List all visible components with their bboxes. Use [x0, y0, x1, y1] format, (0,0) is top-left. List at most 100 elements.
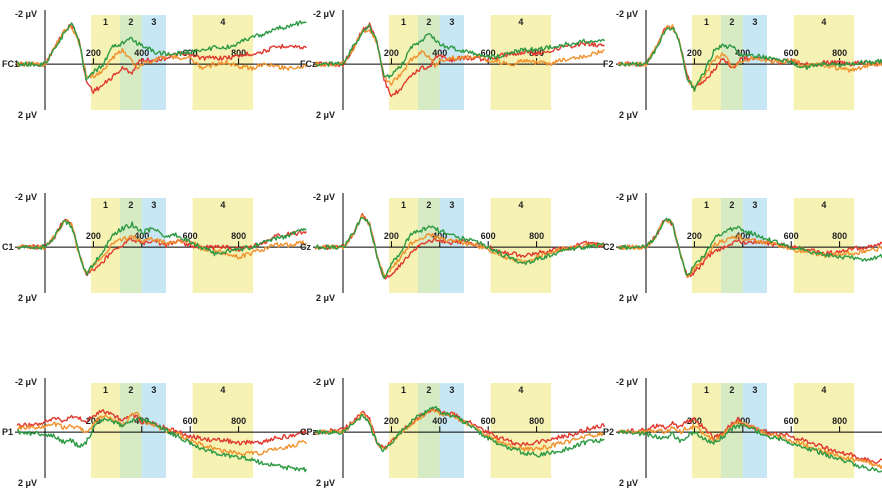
- window-3-label: 3: [752, 200, 757, 210]
- series-3-line: [314, 217, 606, 279]
- x-tick-label: 800: [529, 231, 544, 241]
- window-4-label: 4: [821, 200, 826, 210]
- window-2-shade: [120, 15, 142, 110]
- panel-cz: 1 2 3 4 200 400 600 800 -2 μV 2 μV Cz: [300, 192, 606, 303]
- window-1-label: 1: [401, 17, 406, 27]
- window-3-shade: [141, 383, 166, 478]
- y-bottom-label: 2 μV: [18, 478, 37, 488]
- window-4-label: 4: [821, 17, 826, 27]
- series-3-line: [16, 219, 307, 276]
- x-tick-label: 200: [384, 48, 399, 58]
- x-tick-label: 200: [86, 416, 101, 426]
- window-1-shade: [90, 383, 121, 478]
- series-3-line: [617, 423, 882, 473]
- x-tick-label: 400: [735, 48, 750, 58]
- window-4-shade: [490, 15, 552, 110]
- x-tick-label: 800: [529, 416, 544, 426]
- window-3-label: 3: [752, 17, 757, 27]
- x-tick-label: 800: [832, 231, 847, 241]
- window-4-label: 4: [220, 385, 225, 395]
- window-4-shade: [793, 198, 855, 293]
- panel-c1: 1 2 3 4 200 400 600 800 -2 μV 2 μV C1: [2, 192, 307, 303]
- series-3-line: [314, 406, 605, 458]
- window-2-label: 2: [128, 17, 133, 27]
- window-4-shade: [490, 198, 552, 293]
- electrode-label: FC1: [2, 59, 19, 69]
- window-3-shade: [439, 383, 464, 478]
- window-1-shade: [691, 15, 722, 110]
- y-bottom-label: 2 μV: [619, 293, 638, 303]
- series-3-line: [16, 416, 308, 473]
- x-tick-label: 800: [832, 48, 847, 58]
- x-tick-label: 400: [432, 231, 447, 241]
- x-tick-label: 400: [134, 48, 149, 58]
- series-3-line: [618, 217, 882, 276]
- window-4-shade: [490, 383, 552, 478]
- series-2-line: [617, 420, 882, 470]
- y-bottom-label: 2 μV: [316, 293, 335, 303]
- electrode-label: Cz: [300, 242, 311, 252]
- x-tick-label: 400: [735, 416, 750, 426]
- window-1-shade: [90, 15, 121, 110]
- window-2-shade: [120, 383, 142, 478]
- x-tick-label: 600: [784, 231, 799, 241]
- y-bottom-label: 2 μV: [18, 110, 37, 120]
- x-tick-label: 800: [231, 231, 246, 241]
- x-tick-label: 200: [86, 231, 101, 241]
- electrode-label: P1: [2, 427, 13, 437]
- x-tick-label: 400: [735, 231, 750, 241]
- y-top-label: -2 μV: [313, 192, 335, 202]
- window-4-label: 4: [518, 200, 523, 210]
- window-2-label: 2: [729, 17, 734, 27]
- window-3-label: 3: [151, 200, 156, 210]
- x-tick-label: 200: [687, 231, 702, 241]
- window-3-shade: [439, 198, 464, 293]
- window-2-label: 2: [128, 385, 133, 395]
- y-top-label: -2 μV: [15, 9, 37, 19]
- window-1-label: 1: [103, 17, 108, 27]
- x-tick-label: 200: [384, 231, 399, 241]
- window-4-shade: [192, 383, 254, 478]
- x-tick-label: 600: [481, 48, 496, 58]
- window-1-shade: [388, 198, 419, 293]
- electrode-label: C2: [603, 242, 615, 252]
- x-tick-label: 200: [687, 48, 702, 58]
- x-tick-label: 200: [687, 416, 702, 426]
- window-2-label: 2: [729, 385, 734, 395]
- y-top-label: -2 μV: [313, 9, 335, 19]
- series-2-line: [617, 24, 882, 92]
- electrode-label: CPz: [300, 427, 318, 437]
- x-tick-label: 600: [481, 231, 496, 241]
- y-top-label: -2 μV: [616, 377, 638, 387]
- window-2-shade: [721, 15, 743, 110]
- window-2-label: 2: [729, 200, 734, 210]
- window-3-shade: [141, 198, 166, 293]
- series-2-line: [315, 214, 605, 278]
- x-tick-label: 600: [183, 416, 198, 426]
- window-3-shade: [742, 15, 767, 110]
- window-1-label: 1: [103, 200, 108, 210]
- x-tick-label: 400: [432, 416, 447, 426]
- window-2-shade: [418, 383, 440, 478]
- series-3-line: [617, 27, 882, 92]
- window-1-label: 1: [704, 200, 709, 210]
- panel-p2: 1 2 3 4 200 400 600 800 -2 μV 2 μV P2: [603, 377, 882, 488]
- x-tick-label: 800: [231, 416, 246, 426]
- window-1-label: 1: [401, 385, 406, 395]
- panel-cpz: 1 2 3 4 200 400 600 800 -2 μV 2 μV CPz: [300, 377, 606, 488]
- y-bottom-label: 2 μV: [18, 293, 37, 303]
- window-2-shade: [418, 198, 440, 293]
- window-3-label: 3: [151, 17, 156, 27]
- y-bottom-label: 2 μV: [316, 478, 335, 488]
- window-2-label: 2: [128, 200, 133, 210]
- window-3-label: 3: [752, 385, 757, 395]
- window-3-shade: [742, 198, 767, 293]
- window-3-label: 3: [151, 385, 156, 395]
- y-bottom-label: 2 μV: [619, 110, 638, 120]
- y-bottom-label: 2 μV: [316, 110, 335, 120]
- y-top-label: -2 μV: [313, 377, 335, 387]
- window-4-label: 4: [518, 385, 523, 395]
- x-tick-label: 800: [832, 416, 847, 426]
- series-3-line: [315, 24, 605, 79]
